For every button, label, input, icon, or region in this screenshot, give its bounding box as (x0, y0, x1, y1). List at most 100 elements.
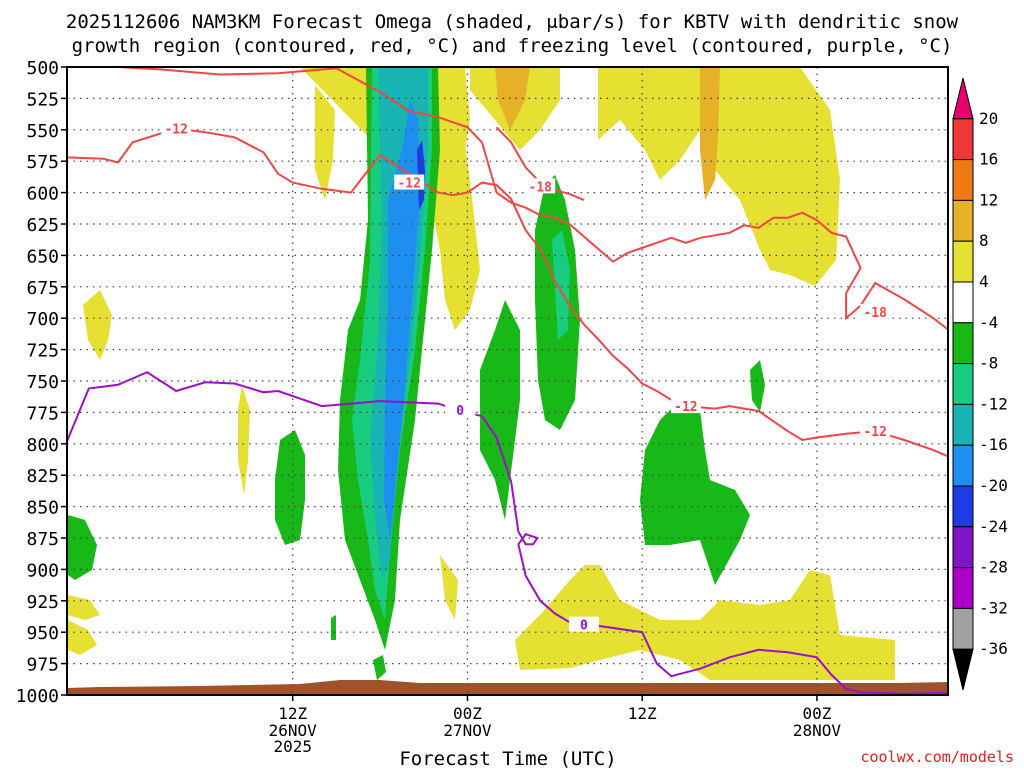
colorbar-swatch (952, 363, 974, 405)
y-tick-label: 600 (26, 184, 59, 205)
colorbar-label: -24 (979, 517, 1008, 536)
freezing-level-label: 0 (456, 404, 464, 419)
freezing-level-label-bg (445, 401, 476, 417)
x-tick-label-time: 00Z (453, 704, 482, 723)
colorbar-swatch (952, 240, 974, 283)
colorbar-label: -28 (979, 558, 1008, 577)
region-descent-left-low (68, 620, 97, 655)
y-tick-label: 725 (26, 341, 59, 362)
region-descent-small-3 (440, 555, 458, 620)
y-tick-label: 900 (26, 560, 59, 581)
grid-lines (67, 67, 948, 695)
y-tick-label: 825 (26, 466, 59, 487)
region-descent-small-1 (238, 385, 250, 495)
dgz-label: -18 (863, 306, 887, 321)
contour-labels: -12 -12 -12 -12 -18 -18 0 0 (161, 120, 891, 634)
colorbar-swatch (952, 403, 974, 446)
colorbar-label: -36 (979, 639, 1008, 658)
x-tick-label-date: 26NOV (269, 721, 318, 740)
x-tick-label-year: 2025 (273, 737, 312, 756)
colorbar-label: -32 (979, 598, 1008, 617)
colorbar-swatch (952, 118, 974, 161)
chart-title-line1: 2025112606 NAM3KM Forecast Omega (shaded… (66, 11, 959, 33)
dgz-label: -12 (863, 425, 886, 440)
region-ascent-tiny2 (331, 615, 336, 640)
dgz-label: -18 (529, 180, 553, 195)
colorbar-label: 12 (979, 190, 998, 209)
region-descent-small-2 (315, 85, 335, 200)
y-tick-label: 550 (26, 121, 59, 142)
y-tick-label: 700 (26, 309, 59, 330)
colorbar-swatch (952, 322, 974, 365)
x-tick-label-date: 27NOV (443, 721, 492, 740)
colorbar-arrow-bottom (952, 648, 974, 691)
colorbar-label: 16 (979, 150, 998, 169)
y-tick-label: 875 (26, 529, 59, 550)
region-ascent-blue (384, 100, 420, 540)
y-tick-label: 800 (26, 435, 59, 456)
y-tick-label: 775 (26, 403, 59, 424)
y-tick-label: 675 (26, 278, 59, 299)
x-tick-label-time: 12Z (628, 704, 657, 723)
y-tick-label: 525 (26, 89, 59, 110)
omega-shading (68, 67, 895, 680)
site-credit: coolwx.com/models (860, 748, 1014, 766)
colorbar-label: -4 (979, 313, 998, 332)
y-axis: 500 525 550 575 600 625 650 675 700 725 750 775 800 8… (16, 58, 67, 707)
colorbar-swatch (952, 281, 974, 324)
dgz-contour-line (67, 127, 948, 458)
y-tick-label: 625 (26, 215, 59, 236)
region-descent-right (598, 67, 840, 286)
region-ascent-small (750, 360, 765, 412)
freezing-level-line (67, 371, 948, 695)
region-descent-low-level (515, 565, 895, 680)
colorbar-label: 20 (979, 109, 998, 128)
colorbar-arrow-top (952, 77, 974, 120)
region-descent-plume (700, 67, 720, 200)
colorbar-label: 4 (979, 272, 989, 291)
y-tick-label: 750 (26, 372, 59, 393)
y-tick-label: 1000 (16, 686, 59, 707)
colorbar-swatch (952, 444, 974, 487)
colorbar-swatch (952, 607, 974, 650)
colorbar-swatch (952, 567, 974, 609)
colorbar-swatch (952, 526, 974, 569)
colorbar-swatch (952, 159, 974, 201)
region-descent-upper-orange (495, 67, 530, 130)
region-ascent-mid-left (275, 430, 305, 545)
region-ascent-mid (480, 300, 520, 520)
terrain-surface (67, 680, 948, 695)
colorbar-label: -20 (979, 476, 1008, 495)
region-descent-small-4 (68, 595, 100, 620)
y-tick-label: 925 (26, 592, 59, 613)
freezing-level-label: 0 (580, 619, 588, 634)
dgz-label: -12 (674, 400, 697, 415)
y-tick-label: 850 (26, 498, 59, 519)
y-tick-label: 975 (26, 655, 59, 676)
region-ascent-tiny (373, 655, 386, 680)
region-ascent-upper-yellow (440, 67, 470, 160)
colorbar-label: -8 (979, 354, 998, 373)
y-tick-label: 650 (26, 246, 59, 267)
y-tick-label: 500 (26, 58, 59, 79)
region-ascent-left (68, 515, 97, 580)
region-descent-left-blob (83, 290, 112, 360)
region-ascent-teal-band (552, 230, 570, 340)
region-ascent-lower-right (640, 400, 750, 585)
dgz-label-bg (860, 423, 891, 439)
dgz-contour-line (117, 67, 948, 331)
colorbar: 20 16 12 8 4 -4 -8 -12 -16 -20 -24 -28 -32 -36 (952, 77, 1008, 691)
dgz-label-bg (394, 174, 425, 190)
freezing-level-label-bg (568, 616, 599, 632)
x-tick-label-time: 12Z (278, 704, 307, 723)
colorbar-label: -16 (979, 435, 1008, 454)
y-tick-label: 575 (26, 152, 59, 173)
x-axis-label: Forecast Time (UTC) (399, 748, 616, 768)
dgz-label-bg (161, 120, 192, 136)
dgz-label: -12 (164, 123, 187, 138)
dgz-label-bg (670, 398, 701, 414)
colorbar-label: 8 (979, 231, 989, 250)
dgz-label-bg (860, 303, 891, 319)
dgz-label: -12 (397, 177, 420, 192)
